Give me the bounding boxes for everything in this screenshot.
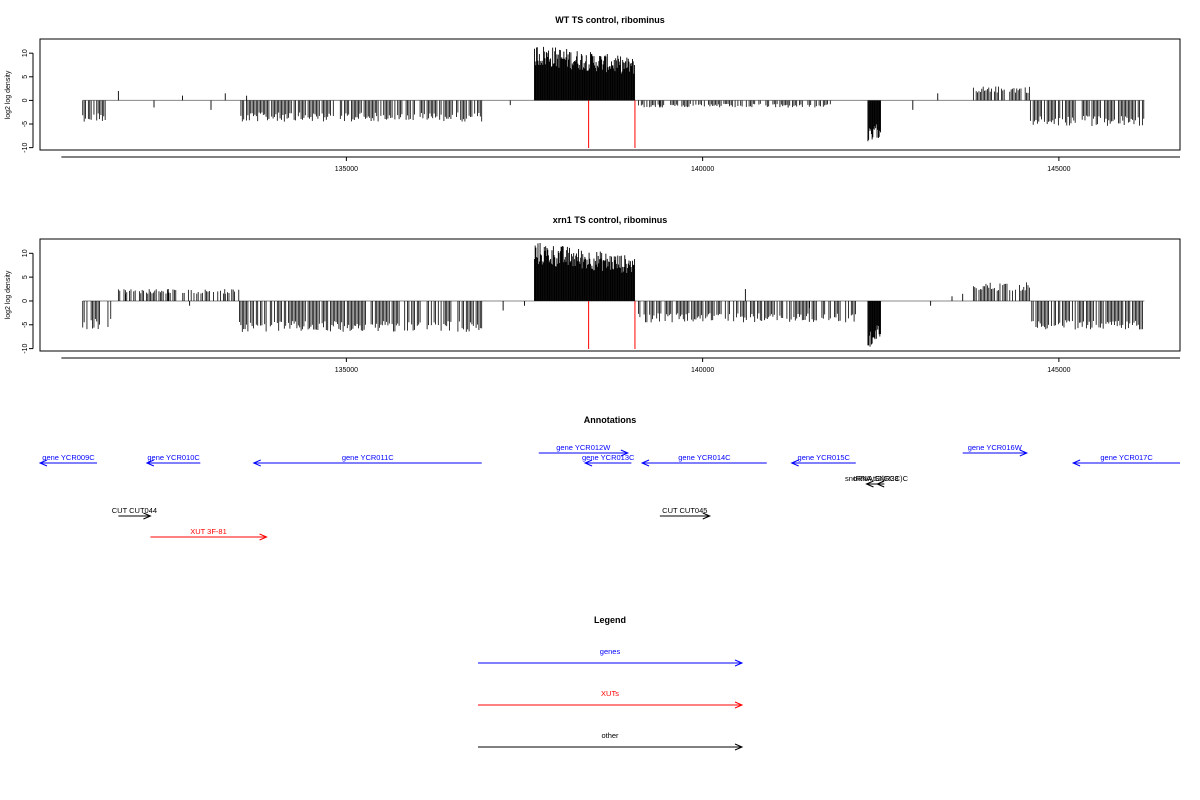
- feature-arrowhead: [640, 459, 650, 467]
- y-tick-label: -5: [22, 121, 29, 127]
- x-tick-label: 135000: [335, 367, 358, 374]
- feature-label: gene YCR010C: [147, 453, 200, 462]
- feature-label: XUT 3F-81: [190, 527, 227, 536]
- y-tick-label: -10: [22, 142, 29, 152]
- legend-arrowhead: [734, 659, 744, 667]
- x-tick-label: 145000: [1047, 367, 1070, 374]
- xrn1-y-axis-label: log2 log density: [5, 270, 12, 319]
- wt-plot-frame: [39, 38, 1181, 151]
- feature-label: CUT CUT044: [112, 506, 157, 515]
- legend-arrowhead: [734, 701, 744, 709]
- annotation-feature: CUT CUT044: [112, 506, 157, 520]
- feature-label: gene YCR015C: [798, 453, 851, 462]
- wt-y-axis-label: log2 log density: [5, 70, 12, 119]
- feature-arrowhead: [865, 480, 874, 488]
- annotation-feature: gene YCR011C: [252, 453, 482, 467]
- annotation-feature: gene YCR009C: [38, 453, 97, 467]
- feature-arrowhead: [790, 459, 799, 467]
- annotation-feature: snoRNA SNR33: [845, 474, 899, 488]
- y-tick-label: 5: [22, 275, 29, 279]
- wt-track-title: WT TS control, ribominus: [555, 15, 665, 25]
- feature-arrowhead: [145, 459, 155, 467]
- xrn1-highlight-lines: [588, 300, 636, 349]
- x-tick-label: 135000: [335, 166, 358, 173]
- feature-arrowhead: [259, 533, 268, 541]
- y-tick-label: 5: [22, 75, 29, 79]
- wt-track-panel: WT TS control, ribominus log2 log densit…: [5, 15, 1181, 173]
- y-tick-label: 0: [22, 98, 29, 102]
- feature-arrowhead: [583, 459, 593, 467]
- y-tick-label: 10: [22, 249, 29, 257]
- legend-title: Legend: [594, 615, 626, 625]
- legend-item: XUTs: [478, 689, 744, 709]
- feature-label: gene YCR017C: [1100, 453, 1153, 462]
- xrn1-y-axis: 10 5 0 -5 -10: [22, 249, 34, 354]
- feature-label: tRNA tG(GCC)C: [853, 474, 908, 483]
- feature-arrowhead: [702, 512, 712, 520]
- wt-density-bars: [82, 46, 1145, 142]
- annotation-feature: gene YCR014C: [640, 453, 767, 467]
- feature-arrowhead: [38, 459, 48, 467]
- annotation-features: gene YCR009C gene YCR010C gene YCR011C gene…: [38, 443, 1180, 541]
- y-tick-label: 0: [22, 299, 29, 303]
- xrn1-plot-frame: [39, 238, 1181, 352]
- feature-arrowhead: [1019, 449, 1029, 457]
- annotation-feature: gene YCR010C: [145, 453, 200, 467]
- xrn1-x-axis: 135000 140000 145000: [61, 357, 1180, 374]
- feature-label: gene YCR014C: [678, 453, 731, 462]
- feature-arrowhead: [143, 512, 152, 520]
- feature-label: snoRNA SNR33: [845, 474, 899, 483]
- xrn1-density-bars: [82, 243, 1145, 347]
- wt-highlight-lines: [588, 100, 636, 148]
- feature-arrowhead: [252, 459, 261, 467]
- annotation-feature: gene YCR012W: [538, 443, 630, 457]
- annotations-panel: Annotations gene YCR009C gene YCR010C gene…: [38, 415, 1180, 541]
- legend-panel: Legend genes XUTs other: [478, 615, 744, 751]
- feature-arrowhead: [875, 480, 885, 488]
- x-tick-label: 140000: [691, 367, 714, 374]
- annotation-feature: tRNA tG(GCC)C: [853, 474, 909, 488]
- annotation-feature: gene YCR015C: [790, 453, 856, 467]
- feature-label: gene YCR016W: [968, 443, 1023, 452]
- legend-label: other: [601, 731, 619, 740]
- feature-label: gene YCR009C: [42, 453, 95, 462]
- feature-label: gene YCR013C: [582, 453, 635, 462]
- annotations-title: Annotations: [584, 415, 637, 425]
- y-tick-label: -10: [22, 343, 29, 353]
- feature-label: gene YCR011C: [342, 453, 394, 462]
- x-tick-label: 140000: [691, 166, 714, 173]
- annotation-feature: CUT CUT045: [659, 506, 712, 520]
- feature-label: gene YCR012W: [556, 443, 611, 452]
- feature-arrowhead: [1071, 459, 1081, 467]
- xrn1-track-title: xrn1 TS control, ribominus: [553, 215, 668, 225]
- wt-x-axis: 135000 140000 145000: [61, 156, 1180, 173]
- wt-y-axis: 10 5 0 -5 -10: [22, 49, 34, 153]
- feature-label: CUT CUT045: [662, 506, 707, 515]
- feature-arrowhead: [620, 449, 630, 457]
- y-tick-label: 10: [22, 49, 29, 57]
- legend-label: genes: [600, 647, 621, 656]
- annotation-feature: gene YCR016W: [962, 443, 1029, 457]
- annotation-feature: gene YCR013C: [582, 453, 635, 467]
- xrn1-track-panel: xrn1 TS control, ribominus log2 log dens…: [5, 215, 1181, 374]
- x-tick-label: 145000: [1047, 166, 1070, 173]
- annotation-feature: gene YCR017C: [1071, 453, 1180, 467]
- annotation-feature: XUT 3F-81: [150, 527, 268, 541]
- legend-item: genes: [478, 647, 744, 667]
- y-tick-label: -5: [22, 322, 29, 328]
- legend-arrowhead: [734, 743, 744, 751]
- legend-items: genes XUTs other: [478, 647, 744, 751]
- legend-item: other: [478, 731, 744, 751]
- legend-label: XUTs: [601, 689, 619, 698]
